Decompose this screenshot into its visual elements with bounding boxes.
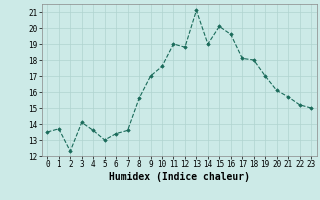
X-axis label: Humidex (Indice chaleur): Humidex (Indice chaleur) bbox=[109, 172, 250, 182]
